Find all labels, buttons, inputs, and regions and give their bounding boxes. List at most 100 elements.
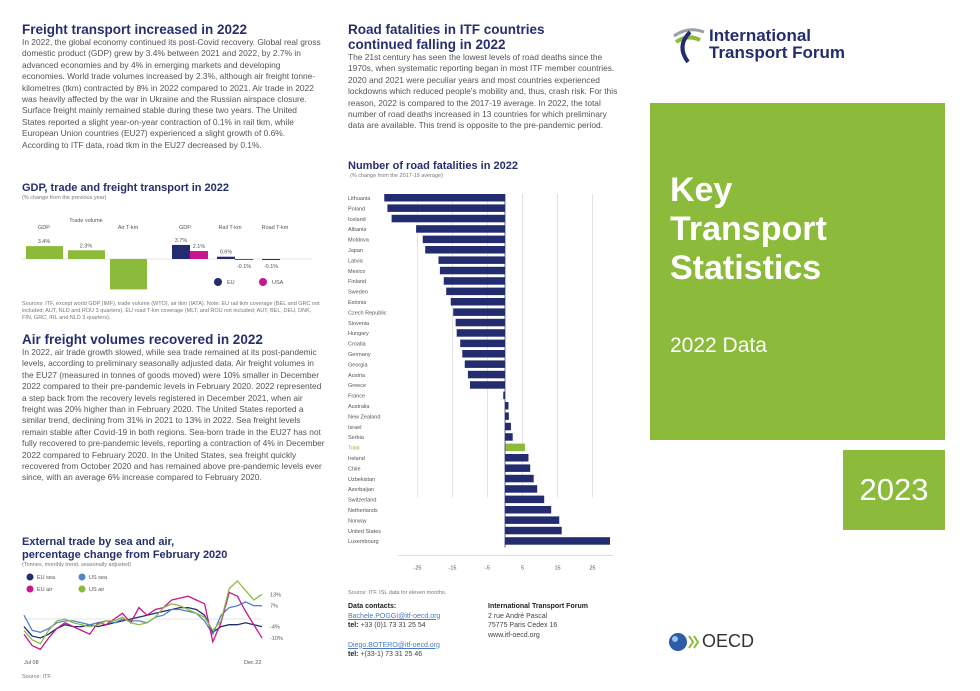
air-title: Air freight volumes recovered in 2022 xyxy=(22,332,263,347)
series-line-eu-sea xyxy=(23,606,263,639)
category-label: Israel xyxy=(348,425,361,431)
category-label: Germany xyxy=(348,352,371,358)
category-label: Greece xyxy=(348,383,366,389)
contacts-heading: Data contacts: xyxy=(348,603,397,610)
category-label: Uzbekistan xyxy=(348,477,375,483)
category-label: Total xyxy=(348,446,360,452)
category-label: New Zealand xyxy=(348,414,380,420)
freight-section: Freight transport increased in 2022 In 2… xyxy=(22,22,322,151)
org-name: International Transport Forum xyxy=(488,603,588,610)
trade-chart-title-1: External trade by sea and air, xyxy=(22,536,175,548)
bar xyxy=(456,329,505,337)
category-label: United States xyxy=(348,529,381,535)
end-label: -10% xyxy=(270,636,283,642)
bar xyxy=(416,225,505,233)
series-line-us-air xyxy=(23,580,263,645)
website[interactable]: www.itf-oecd.org xyxy=(488,631,540,639)
freight-body: In 2022, the global economy continued it… xyxy=(22,37,321,150)
category-label: Lithuania xyxy=(348,196,371,202)
cover-subtitle: 2022 Data xyxy=(670,334,767,357)
bar-world xyxy=(110,259,147,290)
gdp-chart-source: Sources: ITF, except world GDP (IMF), tr… xyxy=(22,301,320,321)
trade-chart: External trade by sea and air, percentag… xyxy=(22,536,322,681)
data-label: 3.4% xyxy=(38,239,51,245)
air-body: In 2022, air trade growth slowed, while … xyxy=(22,347,325,483)
fatalities-chart: Number of road fatalities in 2022 (% cha… xyxy=(348,160,618,597)
bar xyxy=(505,454,529,462)
bar xyxy=(505,422,511,431)
trade-chart-source: Source: ITF. xyxy=(22,674,52,680)
trade-chart-subtitle: (Tonnes, monthly trend, seasonally adjus… xyxy=(22,562,132,568)
legend-label: EU sea xyxy=(37,575,56,581)
category-label: France xyxy=(348,394,365,400)
road-section: Road fatalities in ITF countries continu… xyxy=(348,22,623,132)
category-label: Trade volume xyxy=(69,218,102,224)
air-section: Air freight volumes recovered in 2022 In… xyxy=(22,332,327,484)
fatalities-chart-plot: -25 -15 -5 5 15 25 Lithuania Poland Iceland Alban… xyxy=(348,194,613,572)
bar-world xyxy=(26,246,63,259)
legend-label: EU xyxy=(227,280,235,286)
category-label: Albania xyxy=(348,227,367,233)
category-label: Norway xyxy=(348,518,367,524)
cover-title-2: Transport xyxy=(670,210,827,248)
bar-eu xyxy=(262,259,280,260)
logo-line-2: Transport Forum xyxy=(709,43,846,62)
bar xyxy=(443,277,505,285)
bar xyxy=(505,506,552,514)
contact-tel-1: +33 (0)1 73 31 25 54 xyxy=(360,622,426,629)
end-label: 13% xyxy=(270,592,281,598)
oecd-globe-icon xyxy=(669,632,700,651)
bar xyxy=(425,246,505,254)
category-label: Finland xyxy=(348,279,366,285)
contact-email-1[interactable]: Bachele.POGGI@itf-oecd.org xyxy=(348,612,441,620)
bar xyxy=(505,495,545,504)
x-tick-label: 5 xyxy=(521,566,524,572)
legend-marker xyxy=(26,585,34,593)
freight-title: Freight transport increased in 2022 xyxy=(22,22,248,37)
bar xyxy=(464,360,505,368)
category-label: Poland xyxy=(348,206,365,212)
category-label: Ireland xyxy=(348,456,365,462)
legend-marker xyxy=(78,585,86,593)
x-tick-label: 25 xyxy=(589,566,595,572)
bar xyxy=(391,214,505,223)
gdp-chart: GDP, trade and freight transport in 2022… xyxy=(22,182,322,322)
legend-marker xyxy=(214,278,222,286)
road-title-1: Road fatalities in ITF countries xyxy=(348,22,545,37)
legend-marker xyxy=(78,573,86,581)
category-label: Czech Republic xyxy=(348,310,387,316)
bar xyxy=(455,318,505,327)
data-contacts: Data contacts: Bachele.POGGI@itf-oecd.or… xyxy=(348,602,483,660)
bar xyxy=(384,194,505,202)
data-label: 3.7% xyxy=(175,238,188,244)
category-label: Georgia xyxy=(348,362,369,368)
data-label: 0.6% xyxy=(220,250,233,256)
oecd-text: OECD xyxy=(702,631,755,651)
category-label: Rail T-km xyxy=(218,225,242,231)
x-label: Dec 22 xyxy=(244,660,261,666)
category-label: Moldova xyxy=(348,238,370,244)
bar xyxy=(460,339,505,348)
gdp-chart-subtitle: (% change from the previous year) xyxy=(22,195,107,201)
bar xyxy=(422,235,505,244)
category-label: Serbia xyxy=(348,435,365,441)
tel-label-1: tel: xyxy=(348,622,359,629)
cover-title-3: Statistics xyxy=(670,249,822,287)
contact-email-2[interactable]: Diego.BOTERO@itf-oecd.org xyxy=(348,641,440,649)
x-tick-label: -25 xyxy=(414,566,422,572)
cover-year: 2023 xyxy=(843,450,945,530)
series-line-us-sea xyxy=(23,601,262,636)
bar xyxy=(467,370,505,379)
bar xyxy=(450,298,505,306)
bar xyxy=(462,350,505,358)
category-label: Sweden xyxy=(348,290,368,296)
bar xyxy=(505,412,509,420)
bar xyxy=(505,402,509,410)
cover-title-panel: Key Transport Statistics 2022 Data xyxy=(650,103,945,440)
category-label: Austria xyxy=(348,373,366,379)
bar xyxy=(505,485,538,493)
bar-eu xyxy=(172,244,190,259)
legend-label: US sea xyxy=(89,575,108,581)
x-tick-label: 15 xyxy=(554,566,560,572)
